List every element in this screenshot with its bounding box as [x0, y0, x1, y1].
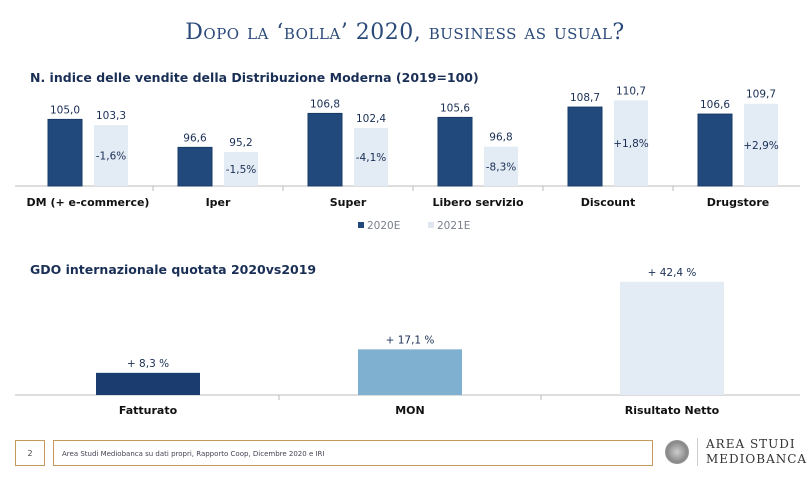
bar	[358, 349, 462, 395]
category-label: Iper	[206, 196, 231, 209]
change-label: -4,1%	[356, 152, 386, 164]
value-label: 109,7	[746, 89, 776, 101]
category-label: Libero servizio	[432, 196, 523, 209]
bar-2020E	[567, 106, 603, 187]
source-note: Area Studi Mediobanca su dati propri, Ra…	[53, 440, 653, 466]
value-label: 106,8	[310, 98, 340, 110]
category-label: DM (+ e-commerce)	[27, 196, 150, 209]
category-label: Discount	[581, 196, 635, 209]
bar-2020E	[437, 116, 473, 187]
category-label: Super	[330, 196, 367, 209]
logo-line2: MEDIOBANCA	[706, 452, 808, 466]
bar-2021E	[94, 125, 128, 186]
chart1-title: N. indice delle vendite della Distribuzi…	[30, 70, 479, 85]
bar-2020E	[697, 113, 733, 187]
bar-2020E	[307, 112, 343, 187]
change-label: +1,8%	[613, 138, 648, 150]
value-label: + 42,4 %	[648, 267, 697, 279]
legend-label: 2020E	[367, 220, 400, 232]
category-label: MON	[395, 404, 425, 417]
change-label: -1,6%	[96, 151, 126, 163]
seal-icon	[665, 440, 689, 464]
bar-2021E	[744, 103, 778, 186]
category-label: Fatturato	[119, 404, 178, 417]
slide-title: Dopo la ‘bolla’ 2020, business as usual?	[185, 20, 625, 45]
bar-2021E	[484, 146, 518, 186]
change-label: -8,3%	[486, 161, 516, 173]
value-label: 96,8	[489, 132, 512, 144]
value-label: 106,6	[700, 99, 730, 111]
change-label: +2,9%	[743, 140, 778, 152]
bar-2020E	[47, 118, 83, 187]
value-label: 105,6	[440, 102, 470, 114]
value-label: + 17,1 %	[386, 334, 435, 346]
bar-2020E	[177, 146, 213, 187]
category-label: Drugstore	[707, 196, 770, 209]
bar	[620, 281, 724, 395]
legend-swatch-2020E	[358, 222, 364, 228]
value-label: + 8,3 %	[127, 358, 169, 370]
bar-2021E	[614, 100, 648, 186]
category-label: Risultato Netto	[625, 404, 720, 417]
logo-line1: AREA STUDI	[706, 437, 796, 451]
page-number: 2	[15, 440, 45, 466]
value-label: 108,7	[570, 92, 600, 104]
mediobanca-logo: AREA STUDI MEDIOBANCA	[665, 437, 807, 467]
value-label: 95,2	[229, 137, 252, 149]
bar-2021E	[354, 128, 388, 186]
change-label: -1,5%	[226, 164, 256, 176]
legend-swatch-2021E	[428, 222, 434, 228]
value-label: 96,6	[183, 132, 207, 144]
bar-2021E	[224, 152, 258, 186]
value-label: 110,7	[616, 85, 646, 97]
legend-label: 2021E	[437, 220, 470, 232]
value-label: 102,4	[356, 113, 386, 125]
bar	[96, 372, 200, 395]
charts: 105,0 103,3 -1,6% DM (+ e-commerce) 96,6 95,2…	[15, 85, 800, 417]
value-label: 103,3	[96, 110, 126, 122]
value-label: 105,0	[50, 104, 80, 116]
chart2-title: GDO internazionale quotata 2020vs2019	[30, 262, 317, 277]
